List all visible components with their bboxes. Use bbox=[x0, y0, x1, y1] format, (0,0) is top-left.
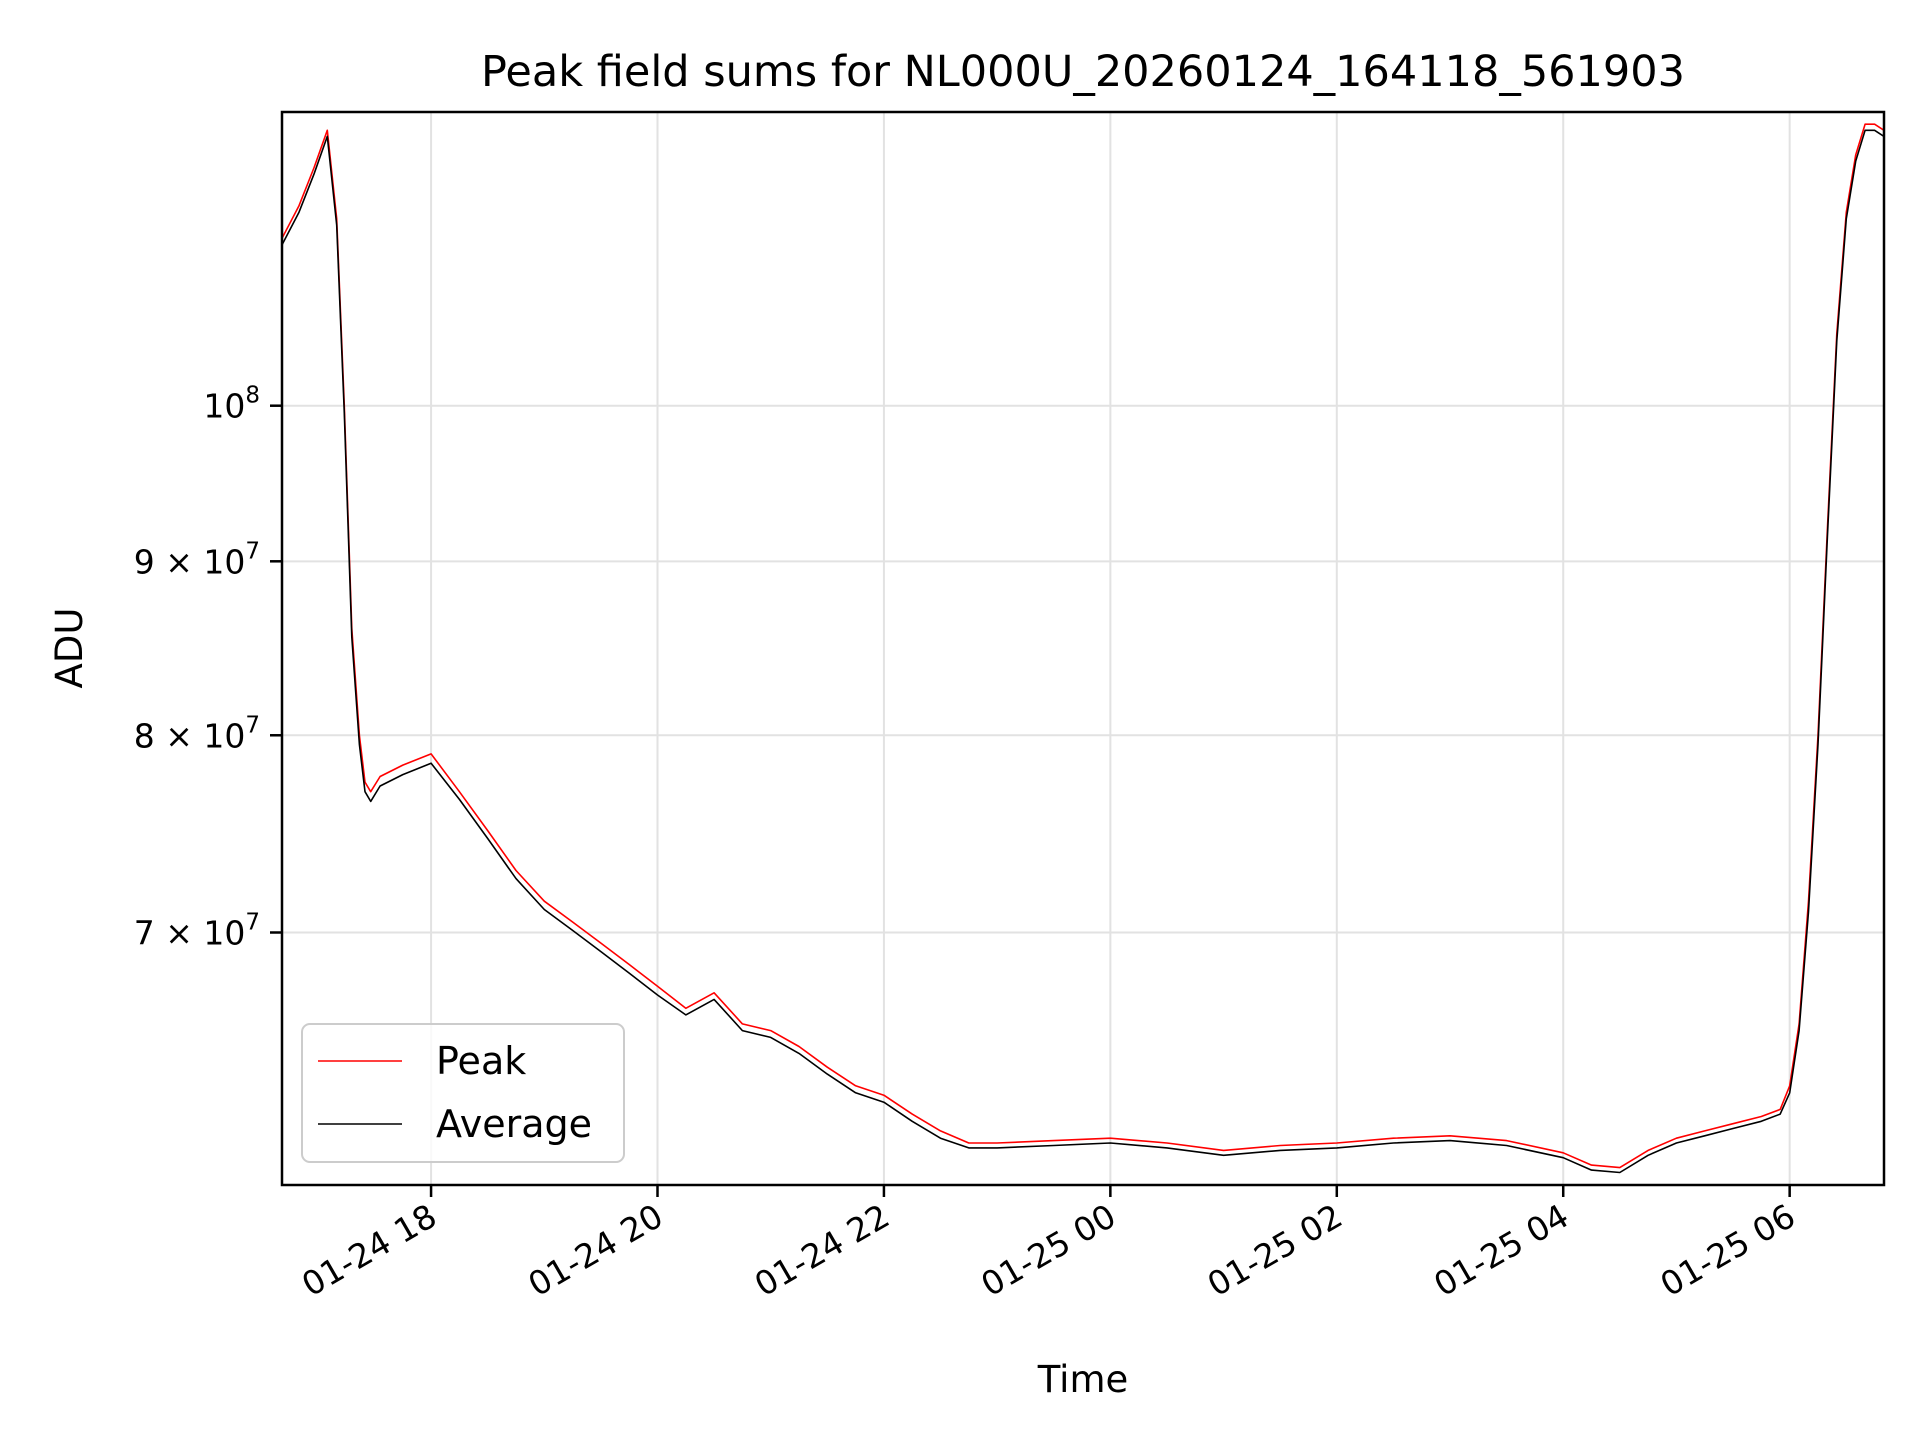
x-tick-label: 01-24 18 bbox=[295, 1196, 443, 1304]
x-tick-label: 01-25 02 bbox=[1201, 1196, 1349, 1304]
series-layer bbox=[282, 123, 1884, 1174]
plot-frame bbox=[280, 110, 1886, 1187]
y-tick-label: 8 × 107 bbox=[134, 712, 260, 755]
x-tick-label: 01-24 22 bbox=[748, 1196, 896, 1304]
legend-box bbox=[301, 1023, 625, 1163]
x-tick-label: 01-24 20 bbox=[522, 1196, 670, 1304]
y-axis: 108 9 × 107 8 × 107 7 × 107 bbox=[134, 383, 282, 952]
series-line-average bbox=[282, 129, 1884, 1174]
x-axis: 01-24 18 01-24 20 01-24 22 01-25 00 01-25 02… bbox=[295, 1185, 1802, 1304]
legend: Peak Average bbox=[301, 1023, 625, 1163]
grid bbox=[282, 112, 1884, 1185]
legend-label-average: Average bbox=[436, 1102, 592, 1146]
x-tick-label: 01-25 04 bbox=[1427, 1196, 1575, 1304]
x-tick-label: 01-25 06 bbox=[1654, 1196, 1802, 1304]
x-axis-label: Time bbox=[1037, 1358, 1129, 1401]
series-line-peak bbox=[282, 123, 1884, 1169]
chart-title: Peak field sums for NL000U_20260124_1641… bbox=[481, 47, 1685, 97]
y-tick-label: 108 bbox=[203, 383, 260, 426]
x-tick-label: 01-25 00 bbox=[974, 1196, 1122, 1304]
y-axis-label: ADU bbox=[48, 608, 91, 689]
legend-label-peak: Peak bbox=[436, 1039, 526, 1083]
y-tick-label: 7 × 107 bbox=[134, 909, 260, 952]
y-tick-label: 9 × 107 bbox=[134, 538, 260, 581]
